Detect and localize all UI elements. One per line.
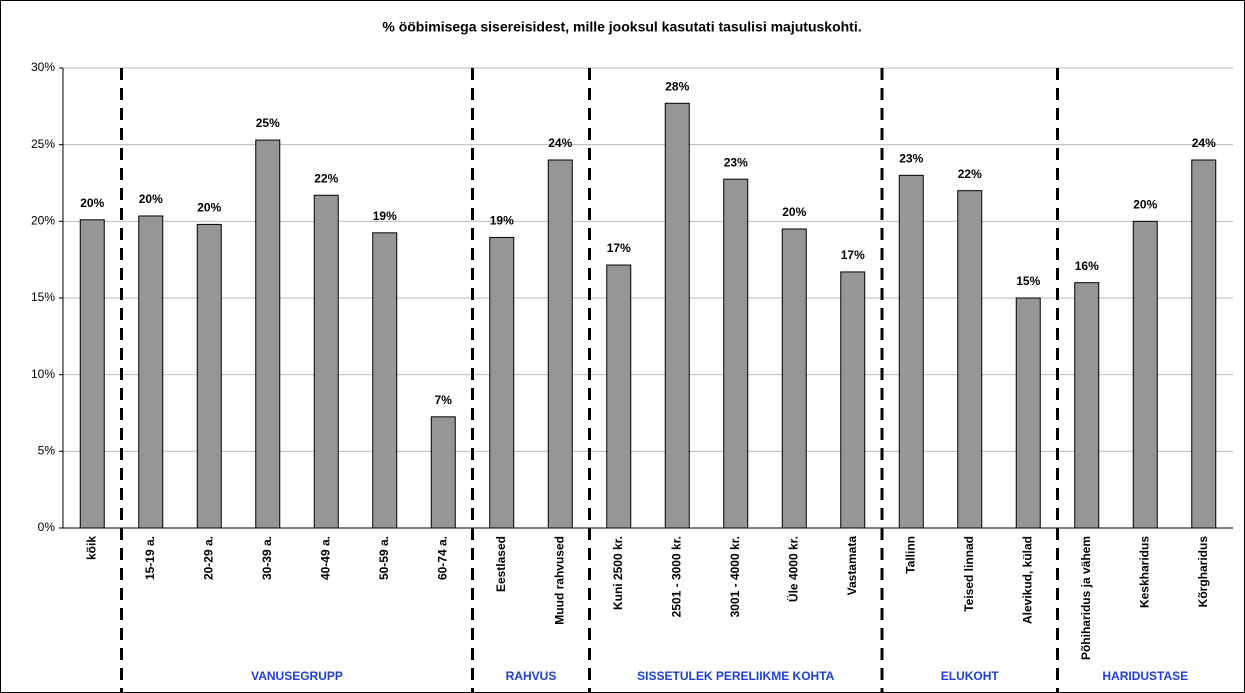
x-tick-label: kõik bbox=[84, 536, 98, 560]
value-label: 24% bbox=[1192, 136, 1216, 150]
x-tick-label: 20-29 a. bbox=[201, 536, 215, 580]
y-tick-label: 5% bbox=[38, 444, 56, 458]
bar bbox=[430, 416, 456, 529]
y-tick-label: 20% bbox=[31, 214, 55, 228]
x-tick-label: Muud rahvused bbox=[552, 536, 566, 625]
x-tick-label: Kuni 2500 kr. bbox=[611, 536, 625, 610]
value-label: 20% bbox=[197, 201, 221, 215]
bar bbox=[79, 219, 105, 529]
group-label: HARIDUSTASE bbox=[1102, 669, 1188, 683]
x-tick-label: Tallinn bbox=[903, 536, 917, 574]
x-tick-label: Vastamata bbox=[845, 536, 859, 596]
y-tick-label: 0% bbox=[38, 520, 56, 534]
value-label: 19% bbox=[373, 209, 397, 223]
group-label: RAHVUS bbox=[506, 669, 557, 683]
bar bbox=[1132, 220, 1158, 529]
bar bbox=[313, 194, 339, 529]
x-tick-label: 15-19 a. bbox=[143, 536, 157, 580]
bar bbox=[489, 236, 515, 529]
bar bbox=[840, 271, 866, 529]
chart-title: % ööbimisega sisereisidest, mille jooksu… bbox=[382, 19, 861, 35]
value-label: 23% bbox=[724, 155, 748, 169]
bar bbox=[372, 232, 398, 529]
value-label: 20% bbox=[139, 192, 163, 206]
x-tick-label: Üle 4000 kr. bbox=[785, 536, 800, 602]
value-label: 28% bbox=[665, 79, 689, 93]
value-label: 22% bbox=[958, 167, 982, 181]
value-label: 20% bbox=[782, 205, 806, 219]
bar bbox=[547, 159, 573, 529]
group-label: VANUSEGRUPP bbox=[251, 669, 343, 683]
x-tick-label: Eestlased bbox=[494, 536, 508, 592]
group-label: ELUKOHT bbox=[941, 669, 1000, 683]
x-tick-label: Teised linnad bbox=[962, 536, 976, 612]
value-label: 20% bbox=[80, 196, 104, 210]
bar bbox=[255, 139, 281, 529]
value-label: 22% bbox=[314, 171, 338, 185]
x-tick-label: 3001 - 4000 kr. bbox=[728, 536, 742, 617]
x-tick-label: Keskharidus bbox=[1137, 536, 1151, 608]
x-tick-label: 2501 - 3000 kr. bbox=[669, 536, 683, 617]
bar bbox=[957, 190, 983, 529]
y-tick-label: 10% bbox=[31, 367, 55, 381]
value-label: 17% bbox=[607, 241, 631, 255]
bar bbox=[781, 228, 807, 529]
value-label: 25% bbox=[256, 116, 280, 130]
x-tick-label: 60-74 a. bbox=[435, 536, 449, 580]
bar bbox=[1191, 159, 1217, 529]
x-tick-label: 30-39 a. bbox=[260, 536, 274, 580]
bar bbox=[196, 223, 222, 529]
x-tick-label: Alevikud, külad bbox=[1020, 536, 1034, 624]
x-tick-label: Põhiharidus ja vähem bbox=[1079, 536, 1093, 660]
value-label: 16% bbox=[1075, 259, 1099, 273]
value-label: 23% bbox=[899, 152, 923, 166]
bar bbox=[1074, 282, 1100, 529]
x-tick-label: 40-49 a. bbox=[318, 536, 332, 580]
bar bbox=[606, 264, 632, 529]
group-label: SISSETULEK PERELIIKME KOHTA bbox=[637, 669, 834, 683]
bar bbox=[138, 215, 164, 529]
value-label: 20% bbox=[1133, 198, 1157, 212]
value-label: 7% bbox=[435, 393, 453, 407]
bar bbox=[1015, 297, 1041, 529]
y-tick-label: 15% bbox=[31, 290, 55, 304]
bar bbox=[664, 102, 690, 529]
x-tick-label: 50-59 a. bbox=[377, 536, 391, 580]
value-label: 15% bbox=[1016, 274, 1040, 288]
y-tick-label: 30% bbox=[31, 60, 55, 74]
value-label: 19% bbox=[490, 214, 514, 228]
x-tick-label: Kõrgharidus bbox=[1196, 536, 1210, 608]
y-tick-label: 25% bbox=[31, 137, 55, 151]
bar bbox=[898, 174, 924, 529]
value-label: 24% bbox=[548, 136, 572, 150]
bar bbox=[723, 178, 749, 529]
value-label: 17% bbox=[841, 248, 865, 262]
